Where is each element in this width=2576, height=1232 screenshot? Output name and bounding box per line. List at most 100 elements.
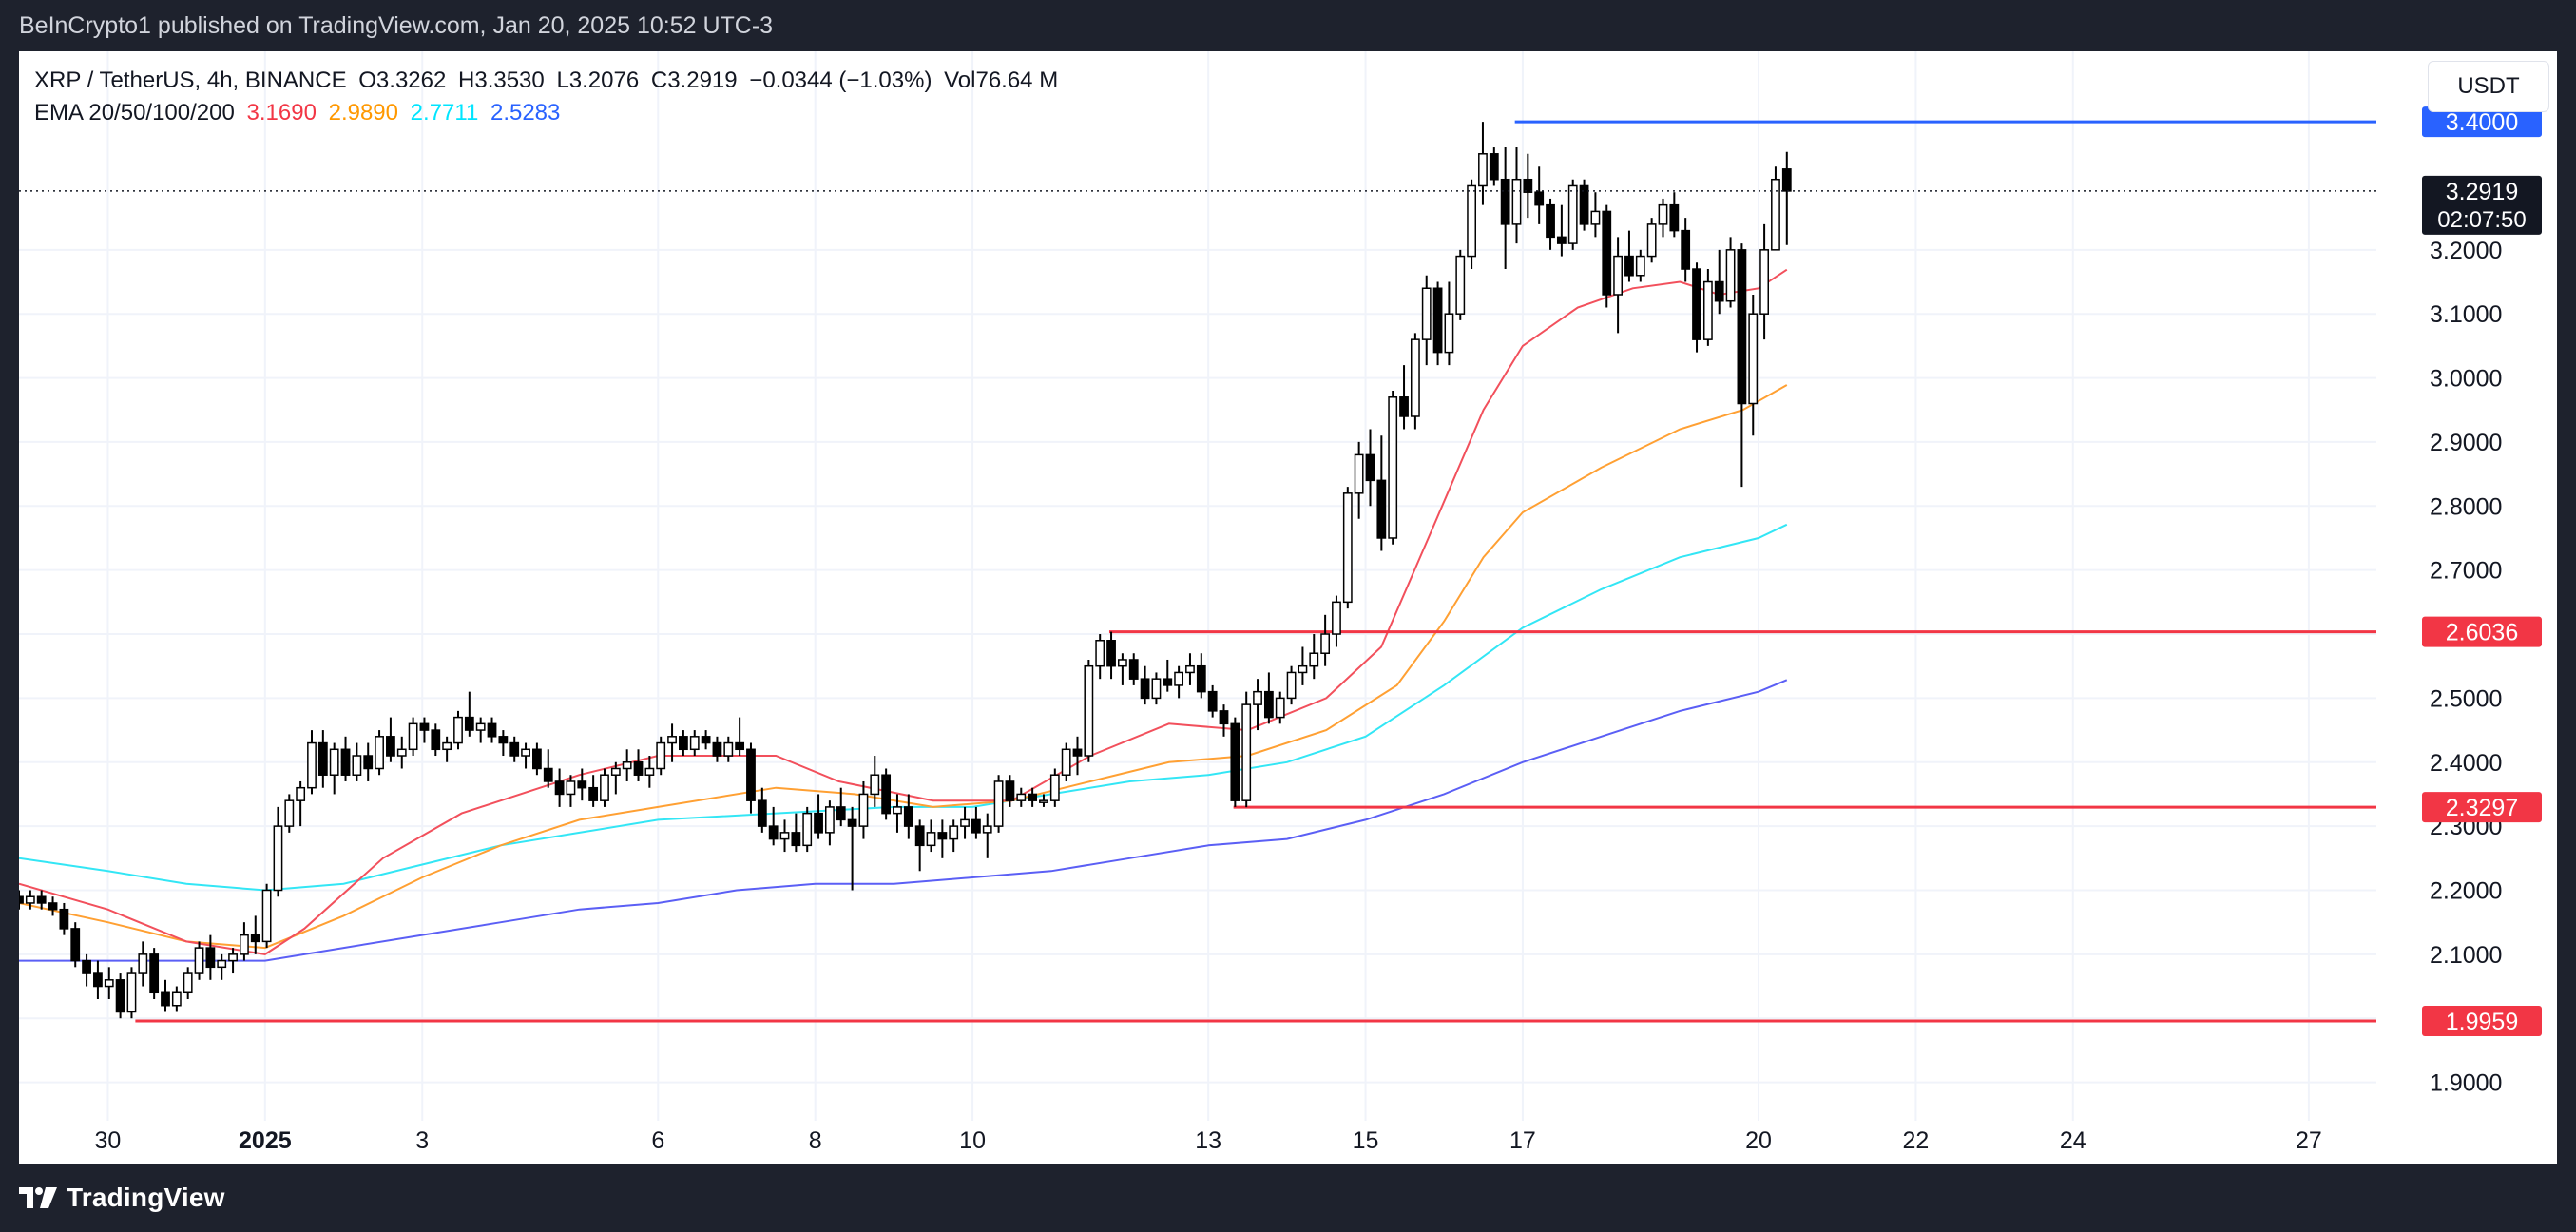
candle-up: [1646, 223, 1657, 258]
candle-up: [329, 748, 339, 776]
candle-down: [59, 908, 69, 930]
ema20-line: [19, 268, 1788, 955]
candle-down: [1140, 678, 1150, 700]
candle-up: [779, 832, 790, 840]
tradingview-brand: TradingView: [67, 1183, 225, 1212]
x-tick-label: 8: [809, 1127, 822, 1154]
candle-down: [1556, 236, 1567, 244]
level-label-bg: [2422, 792, 2542, 823]
candle-down: [1534, 191, 1545, 206]
candle-down: [633, 761, 644, 776]
candle-up: [307, 741, 317, 789]
candle-down: [363, 755, 374, 770]
y-tick-label: 3.1000: [2430, 301, 2502, 328]
candle-up: [217, 959, 227, 969]
candle-up: [689, 736, 700, 751]
candle-down: [1163, 678, 1173, 686]
candle-up: [1151, 678, 1162, 700]
x-tick-label: 24: [2060, 1127, 2086, 1154]
candle-down: [250, 934, 260, 943]
candle-up: [644, 767, 655, 776]
candle-down: [161, 991, 170, 1007]
candle-down: [419, 722, 430, 731]
level-label-bg: [2422, 1005, 2542, 1036]
change-value: −0.0344 (−1.03%): [749, 67, 932, 93]
candle-down: [543, 767, 553, 782]
candle-down: [903, 806, 913, 827]
candle-up: [1388, 396, 1398, 539]
candle-down: [937, 832, 948, 840]
candle-down: [386, 736, 395, 757]
candle-up: [194, 947, 204, 974]
candle-down: [498, 736, 509, 744]
candle-down: [532, 748, 542, 770]
candle-down: [577, 780, 587, 789]
chart-legend: XRP / TetherUS, 4h, BINANCE O3.3262 H3.3…: [34, 65, 1058, 129]
candle-up: [858, 793, 869, 827]
candle-up: [261, 889, 272, 943]
candle-up: [1567, 184, 1578, 244]
x-tick-label: 13: [1195, 1127, 1221, 1154]
candle-up: [352, 755, 362, 776]
candle-up: [228, 953, 238, 962]
candle-up: [1354, 453, 1364, 494]
candle-up: [1320, 633, 1331, 654]
chart-area[interactable]: 1.90002.00002.10002.20002.30002.40002.50…: [19, 51, 2557, 1164]
ema100-line: [19, 523, 1788, 892]
candle-up: [1467, 184, 1477, 258]
candle-down: [1207, 690, 1218, 712]
candle-up: [126, 972, 137, 1013]
candle-up: [396, 748, 407, 757]
candle-up: [296, 786, 306, 801]
price-chart-svg[interactable]: 1.90002.00002.10002.20002.30002.40002.50…: [19, 51, 2557, 1164]
ema200-value: 2.5283: [490, 100, 561, 125]
candle-down: [1365, 453, 1375, 482]
last-price-label-bg: [2422, 175, 2542, 235]
candle-up: [453, 716, 463, 744]
x-tick-label: 20: [1745, 1127, 1772, 1154]
candle-up: [1061, 748, 1071, 776]
candle-down: [768, 825, 779, 840]
candle-up: [825, 806, 835, 834]
candle-up: [375, 736, 384, 770]
candle-up: [1444, 313, 1454, 354]
ema50-line: [19, 384, 1788, 950]
candle-up: [521, 748, 530, 757]
candle-down: [1737, 249, 1747, 405]
symbol-label[interactable]: XRP / TetherUS, 4h, BINANCE: [34, 67, 347, 93]
candle-up: [802, 812, 813, 847]
candle-up: [138, 953, 148, 974]
candle-down: [1376, 479, 1387, 539]
candle-up: [284, 799, 295, 827]
candle-down: [1028, 793, 1038, 801]
level-label-bg: [2422, 106, 2542, 138]
y-tick-label: 2.9000: [2430, 430, 2502, 456]
candle-up: [656, 741, 666, 770]
candle-down: [746, 748, 756, 801]
y-tick-label: 2.8000: [2430, 493, 2502, 520]
candle-up: [1286, 671, 1297, 700]
ema-label[interactable]: EMA 20/50/100/200: [34, 100, 235, 125]
open-value: O3.3262: [358, 67, 447, 93]
candle-down: [1432, 287, 1443, 354]
level-label-bg: [2422, 616, 2542, 647]
candle-up: [442, 741, 452, 751]
candle-up: [1174, 671, 1184, 686]
ema-row: EMA 20/50/100/200 3.1690 2.9890 2.7711 2…: [34, 97, 1058, 129]
x-tick-label: 22: [1903, 1127, 1930, 1154]
publish-header: BeInCrypto1 published on TradingView.com…: [0, 0, 2576, 51]
candle-down: [1624, 255, 1634, 277]
candle-down: [1523, 178, 1533, 193]
ema200-line: [19, 679, 1788, 962]
candle-down: [1005, 780, 1015, 801]
candle-down: [1196, 664, 1206, 693]
candle-down: [814, 812, 823, 834]
tradingview-logo[interactable]: TradingView: [19, 1183, 225, 1213]
candle-up: [993, 780, 1004, 827]
level-label: 2.6036: [2446, 620, 2518, 646]
candle-down: [554, 780, 565, 796]
ema50-value: 2.9890: [328, 100, 398, 125]
currency-button[interactable]: USDT: [2428, 61, 2549, 112]
candle-up: [1511, 178, 1522, 225]
candle-down: [1128, 659, 1139, 680]
